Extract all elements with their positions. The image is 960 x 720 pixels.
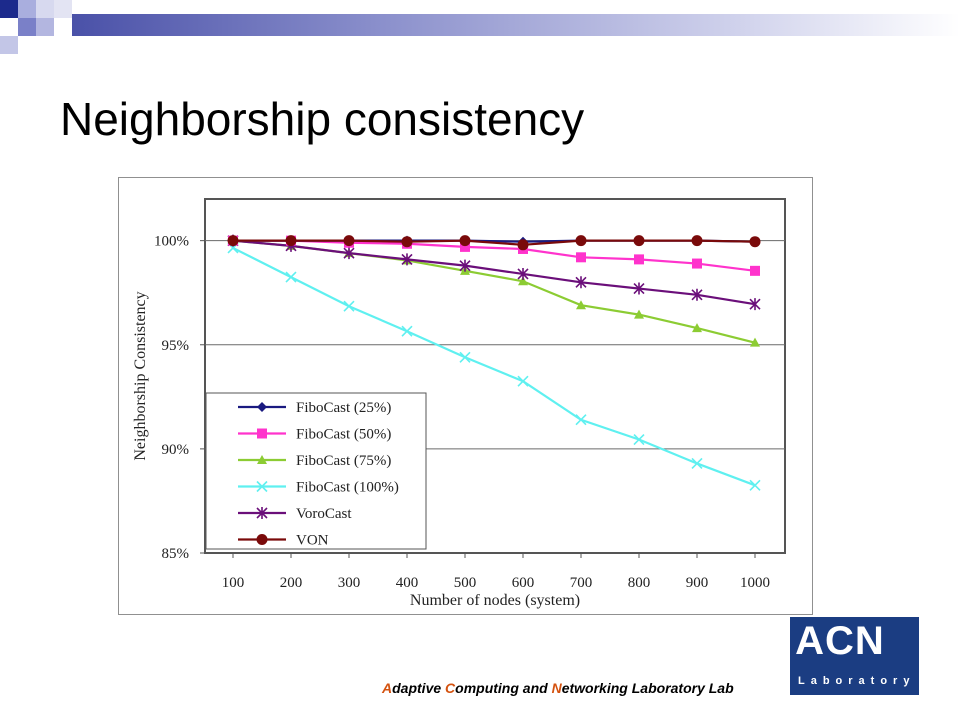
data-point bbox=[343, 300, 355, 312]
x-tick-label: 500 bbox=[454, 575, 477, 591]
template-square bbox=[0, 0, 18, 18]
data-point bbox=[576, 252, 586, 263]
footer-part: daptive bbox=[392, 680, 446, 696]
x-tick-label: 800 bbox=[628, 575, 651, 591]
data-point bbox=[257, 428, 267, 439]
data-point bbox=[401, 253, 413, 266]
data-point bbox=[227, 235, 239, 247]
footer-part: etworking Laboratory Lab bbox=[561, 680, 734, 696]
x-tick-label: 300 bbox=[338, 575, 361, 591]
data-point bbox=[692, 258, 702, 269]
logo-main-text: ACN bbox=[795, 619, 885, 663]
legend-label: FiboCast (25%) bbox=[296, 400, 391, 416]
data-point bbox=[285, 271, 297, 283]
data-point bbox=[459, 351, 471, 363]
data-point bbox=[257, 402, 267, 412]
series-line bbox=[232, 246, 756, 487]
y-tick-label: 95% bbox=[162, 338, 190, 354]
lab-footer: Adaptive Computing and Networking Labora… bbox=[382, 680, 734, 696]
data-point bbox=[575, 276, 587, 289]
data-point bbox=[749, 479, 761, 491]
data-point bbox=[633, 235, 645, 247]
x-tick-label: 400 bbox=[396, 575, 419, 591]
data-point bbox=[518, 276, 528, 286]
x-tick-label: 1000 bbox=[740, 575, 770, 591]
x-tick-label: 100 bbox=[222, 575, 245, 591]
data-point bbox=[750, 265, 760, 276]
legend-label: VON bbox=[296, 533, 329, 549]
data-point bbox=[633, 282, 645, 295]
template-square bbox=[18, 0, 36, 18]
acn-logo: ACN Laboratory bbox=[790, 617, 919, 695]
data-point bbox=[459, 235, 471, 247]
x-tick-label: 200 bbox=[280, 575, 303, 591]
template-square bbox=[36, 18, 54, 36]
data-point bbox=[343, 235, 355, 247]
legend bbox=[205, 392, 427, 550]
template-square bbox=[0, 36, 18, 54]
data-point bbox=[749, 236, 761, 248]
data-point bbox=[401, 325, 413, 337]
legend-label: VoroCast bbox=[296, 506, 352, 522]
data-point bbox=[634, 254, 644, 265]
neighborship-consistency-chart: 85% 90% 95% 100% 100 200 300 400 500 600 700 800 900… bbox=[132, 198, 786, 609]
data-point bbox=[459, 259, 471, 272]
x-tick-label: 900 bbox=[686, 575, 709, 591]
data-point bbox=[285, 235, 297, 247]
data-point bbox=[749, 298, 761, 311]
data-point bbox=[691, 235, 703, 247]
data-point bbox=[517, 375, 529, 387]
logo-sub-text: Laboratory bbox=[798, 675, 916, 687]
data-point bbox=[256, 480, 268, 493]
data-point bbox=[343, 247, 355, 260]
data-point bbox=[256, 534, 268, 545]
data-point bbox=[634, 309, 644, 319]
footer-part: A bbox=[382, 680, 393, 696]
x-axis-label: Number of nodes (system) bbox=[410, 592, 580, 609]
data-point bbox=[691, 457, 703, 470]
data-point bbox=[692, 323, 702, 333]
legend-label: FiboCast (75%) bbox=[296, 453, 391, 469]
x-tick-label: 600 bbox=[512, 575, 535, 591]
legend-label: FiboCast (50%) bbox=[296, 427, 391, 443]
series-line bbox=[233, 239, 756, 246]
chart-frame: 85% 90% 95% 100% 100 200 300 400 500 600 700 800 900… bbox=[118, 177, 813, 615]
footer-part: omputing and bbox=[455, 680, 552, 696]
data-point bbox=[750, 337, 760, 347]
data-point bbox=[576, 300, 586, 310]
data-point bbox=[257, 455, 267, 464]
series-line bbox=[232, 239, 756, 306]
template-square bbox=[36, 0, 54, 18]
template-square bbox=[54, 0, 72, 18]
x-tick-label: 700 bbox=[570, 575, 593, 591]
template-gradient-bar bbox=[72, 14, 960, 36]
legend-label: FiboCast (100%) bbox=[296, 480, 399, 496]
data-point bbox=[575, 235, 587, 247]
data-point bbox=[460, 241, 470, 252]
y-tick-label: 100% bbox=[154, 234, 189, 250]
data-point bbox=[575, 414, 587, 426]
y-tick-label: 90% bbox=[162, 442, 190, 458]
footer-part: N bbox=[551, 680, 562, 696]
template-square bbox=[18, 18, 36, 36]
data-point bbox=[691, 288, 703, 301]
data-point bbox=[517, 267, 529, 280]
y-axis-label: Neighborship Consistency bbox=[132, 291, 149, 460]
data-point bbox=[633, 433, 645, 446]
data-point bbox=[517, 239, 529, 251]
slide-title: Neighborship consistency bbox=[60, 93, 585, 145]
y-tick-label: 85% bbox=[162, 546, 190, 562]
data-point bbox=[401, 236, 413, 248]
data-point bbox=[256, 507, 268, 519]
footer-part: C bbox=[445, 680, 456, 696]
